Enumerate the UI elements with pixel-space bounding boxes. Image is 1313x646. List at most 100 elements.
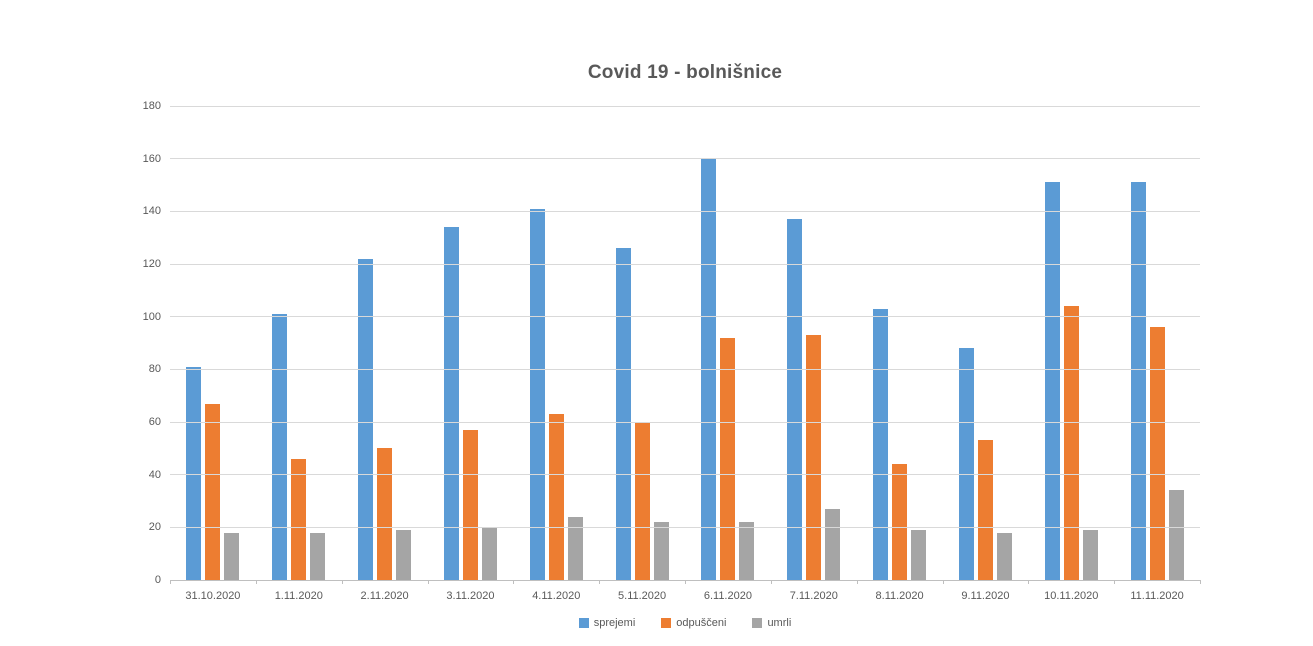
- bar-umrli-10.11.2020: [1082, 529, 1098, 580]
- bar-umrli-31.10.2020: [224, 532, 240, 580]
- x-axis-tick: [856, 580, 858, 584]
- bar-group-3.11.2020: [427, 106, 513, 580]
- bar-sprejemi-4.11.2020: [529, 208, 545, 580]
- bar-group-6.11.2020: [685, 106, 771, 580]
- x-axis-tick: [599, 580, 601, 584]
- bar-odpuščeni-11.11.2020: [1149, 327, 1165, 580]
- bar-group-10.11.2020: [1028, 106, 1114, 580]
- x-tick-label-8.11.2020: 8.11.2020: [875, 590, 924, 602]
- y-tick-label-80: 80: [148, 363, 161, 376]
- x-axis-tick: [427, 580, 429, 584]
- bar-sprejemi-9.11.2020: [958, 348, 974, 580]
- bar-odpuščeni-4.11.2020: [548, 414, 564, 580]
- gridline-120: [170, 263, 1200, 265]
- legend-label-odpuščeni: odpuščeni: [676, 617, 727, 629]
- chart-title: Covid 19 - bolnišnice: [587, 62, 783, 83]
- bar-odpuščeni-9.11.2020: [977, 440, 993, 580]
- x-tick-label-4.11.2020: 4.11.2020: [532, 590, 581, 602]
- bar-umrli-6.11.2020: [739, 522, 755, 580]
- x-tick-label-5.11.2020: 5.11.2020: [618, 590, 667, 602]
- bar-sprejemi-10.11.2020: [1044, 182, 1060, 580]
- bar-sprejemi-2.11.2020: [358, 258, 374, 580]
- gridline-100: [170, 316, 1200, 318]
- y-tick-label-100: 100: [142, 310, 161, 323]
- bar-group-2.11.2020: [342, 106, 428, 580]
- x-tick-label-6.11.2020: 6.11.2020: [703, 590, 752, 602]
- bar-sprejemi-11.11.2020: [1130, 182, 1146, 580]
- x-axis-tick: [255, 580, 257, 584]
- x-axis-tick: [1114, 580, 1116, 584]
- bar-group-7.11.2020: [771, 106, 857, 580]
- x-tick-label-7.11.2020: 7.11.2020: [789, 590, 838, 602]
- bar-odpuščeni-1.11.2020: [291, 458, 307, 580]
- bar-sprejemi-31.10.2020: [186, 366, 202, 580]
- x-tick-label-1.11.2020: 1.11.2020: [274, 590, 323, 602]
- x-tick-label-10.11.2020: 10.11.2020: [1044, 590, 1099, 602]
- gridline-80: [170, 368, 1200, 370]
- x-tick-label-31.10.2020: 31.10.2020: [185, 590, 241, 602]
- gridline-40: [170, 474, 1200, 476]
- bar-odpuščeni-31.10.2020: [205, 403, 221, 580]
- bar-group-4.11.2020: [513, 106, 599, 580]
- x-axis-tick: [770, 580, 772, 584]
- y-tick-label-0: 0: [154, 574, 161, 586]
- bar-umrli-3.11.2020: [481, 527, 497, 580]
- gridline-60: [170, 421, 1200, 423]
- bar-sprejemi-5.11.2020: [615, 248, 631, 580]
- y-tick-label-60: 60: [148, 416, 161, 428]
- bar-odpuščeni-6.11.2020: [720, 337, 736, 580]
- bar-group-8.11.2020: [857, 106, 943, 580]
- legend-swatch-umrli: [752, 618, 763, 628]
- x-axis-tick: [1200, 580, 1201, 584]
- bar-odpuščeni-8.11.2020: [892, 464, 908, 580]
- bar-odpuščeni-5.11.2020: [634, 422, 650, 580]
- bar-umrli-8.11.2020: [911, 529, 927, 580]
- legend-item-odpuščeni: odpuščeni: [661, 617, 726, 629]
- x-tick-label-3.11.2020: 3.11.2020: [446, 590, 495, 602]
- bar-odpuščeni-3.11.2020: [462, 429, 478, 580]
- bar-umrli-5.11.2020: [653, 522, 669, 580]
- y-tick-label-160: 160: [142, 152, 161, 165]
- bar-odpuščeni-2.11.2020: [377, 448, 393, 580]
- y-tick-label-140: 140: [142, 205, 161, 218]
- bar-umrli-9.11.2020: [996, 532, 1012, 580]
- plot-area: [170, 105, 1201, 584]
- x-axis-tick: [1028, 580, 1030, 584]
- legend-item-umrli: umrli: [752, 617, 791, 629]
- legend-swatch-odpuščeni: [661, 618, 672, 628]
- x-axis-tick: [170, 580, 171, 584]
- bar-umrli-4.11.2020: [567, 516, 583, 580]
- gridline-160: [170, 158, 1200, 160]
- bar-group-5.11.2020: [599, 106, 685, 580]
- bar-group-9.11.2020: [942, 106, 1028, 580]
- x-axis-tick: [942, 580, 944, 584]
- y-tick-label-20: 20: [148, 521, 161, 534]
- bar-sprejemi-8.11.2020: [873, 308, 889, 580]
- bar-umrli-7.11.2020: [825, 508, 841, 580]
- legend-label-sprejemi: sprejemi: [593, 617, 636, 629]
- y-tick-label-180: 180: [142, 100, 161, 112]
- bar-group-1.11.2020: [256, 106, 342, 580]
- legend-item-sprejemi: sprejemi: [578, 617, 636, 629]
- gridline-140: [170, 210, 1200, 212]
- bar-odpuščeni-7.11.2020: [806, 335, 822, 580]
- legend-label-umrli: umrli: [767, 617, 792, 629]
- x-axis-tick: [513, 580, 515, 584]
- x-axis-tick: [685, 580, 686, 584]
- legend-swatch-sprejemi: [578, 618, 589, 628]
- x-tick-label-9.11.2020: 9.11.2020: [961, 590, 1010, 602]
- bar-umrli-2.11.2020: [396, 529, 412, 580]
- x-axis-tick: [341, 580, 343, 584]
- y-tick-label-120: 120: [142, 258, 161, 270]
- bar-umrli-1.11.2020: [310, 532, 326, 580]
- x-tick-label-11.11.2020: 11.11.2020: [1130, 590, 1184, 602]
- bar-odpuščeni-10.11.2020: [1063, 306, 1079, 580]
- y-tick-label-40: 40: [148, 468, 161, 481]
- gridline-180: [170, 105, 1200, 107]
- bar-umrli-11.11.2020: [1168, 490, 1184, 580]
- gridline-20: [170, 526, 1200, 528]
- bar-sprejemi-3.11.2020: [443, 227, 459, 580]
- bar-sprejemi-1.11.2020: [272, 314, 288, 580]
- bar-groups: [170, 106, 1200, 580]
